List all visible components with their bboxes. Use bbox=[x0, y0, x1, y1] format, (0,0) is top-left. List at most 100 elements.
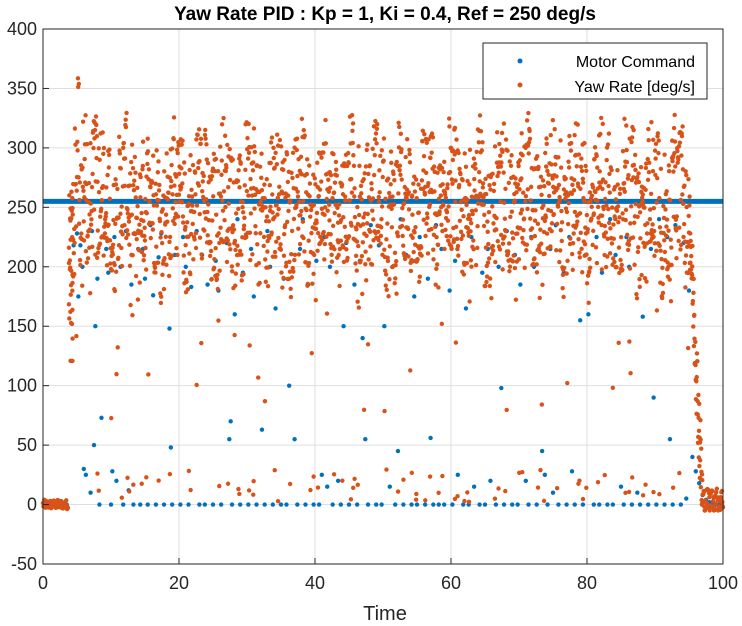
yaw-rate-point bbox=[77, 197, 82, 203]
yaw-rate-point bbox=[288, 198, 293, 203]
yaw-rate-point bbox=[489, 251, 495, 257]
yaw-rate-point bbox=[550, 117, 556, 123]
motor-command-point bbox=[108, 502, 114, 507]
yaw-rate-point bbox=[677, 225, 682, 230]
yaw-rate-point bbox=[679, 133, 685, 139]
yaw-rate-point bbox=[454, 236, 460, 242]
yaw-rate-point bbox=[661, 203, 666, 209]
yaw-rate-point bbox=[483, 191, 489, 197]
yaw-rate-point bbox=[637, 284, 642, 290]
yaw-rate-point bbox=[687, 203, 692, 208]
yaw-rate-point bbox=[618, 257, 623, 263]
legend-label-motor-command: Motor Command bbox=[576, 54, 695, 71]
yaw-rate-point bbox=[457, 182, 462, 188]
motor-command-point bbox=[556, 502, 561, 507]
motor-command-point bbox=[610, 502, 616, 507]
yaw-rate-point bbox=[584, 168, 589, 174]
yaw-rate-point bbox=[352, 186, 357, 191]
yaw-rate-point bbox=[537, 295, 542, 301]
motor-command-point bbox=[613, 252, 618, 258]
motor-command-point bbox=[76, 294, 81, 299]
yaw-rate-point bbox=[402, 256, 408, 262]
yaw-rate-point bbox=[389, 225, 395, 230]
yaw-rate-point bbox=[370, 196, 376, 201]
yaw-rate-point bbox=[158, 300, 164, 306]
yaw-rate-point bbox=[610, 385, 616, 391]
yaw-rate-point bbox=[141, 218, 146, 224]
yaw-rate-point bbox=[351, 163, 357, 169]
yaw-rate-point bbox=[388, 182, 393, 187]
yaw-rate-point bbox=[444, 234, 449, 239]
yaw-rate-point bbox=[670, 159, 675, 164]
yaw-rate-point bbox=[408, 368, 413, 373]
yaw-rate-point bbox=[468, 220, 474, 226]
yaw-rate-point bbox=[143, 267, 149, 272]
yaw-rate-point bbox=[265, 283, 271, 289]
yaw-rate-point bbox=[113, 221, 118, 227]
yaw-rate-point bbox=[69, 206, 75, 211]
yaw-rate-point bbox=[277, 184, 282, 189]
yaw-rate-point bbox=[287, 481, 293, 487]
yaw-rate-point bbox=[580, 180, 586, 185]
yaw-rate-point bbox=[546, 181, 552, 186]
yaw-rate-point bbox=[120, 232, 125, 237]
yaw-rate-point bbox=[252, 206, 257, 211]
yaw-rate-point bbox=[533, 208, 538, 213]
yaw-rate-point bbox=[385, 255, 390, 260]
yaw-rate-point bbox=[80, 184, 86, 189]
yaw-rate-point bbox=[672, 139, 678, 144]
yaw-rate-point bbox=[215, 168, 221, 174]
yaw-rate-point bbox=[629, 135, 635, 140]
yaw-rate-point bbox=[680, 124, 685, 129]
yaw-rate-point bbox=[172, 183, 177, 188]
yaw-rate-point bbox=[199, 340, 204, 346]
yaw-rate-point bbox=[679, 153, 684, 158]
yaw-rate-point bbox=[646, 126, 651, 132]
yaw-rate-point bbox=[266, 265, 271, 270]
yaw-rate-point bbox=[174, 246, 179, 251]
yaw-rate-point bbox=[584, 281, 590, 286]
yaw-rate-point bbox=[235, 178, 241, 184]
yaw-rate-point bbox=[548, 208, 554, 214]
yaw-rate-point bbox=[456, 253, 461, 258]
yaw-rate-point bbox=[642, 205, 647, 210]
yaw-rate-point bbox=[637, 210, 643, 215]
yaw-rate-point bbox=[388, 149, 394, 154]
yaw-rate-point bbox=[219, 158, 224, 163]
yaw-rate-point bbox=[185, 287, 191, 292]
yaw-rate-point bbox=[262, 195, 267, 201]
yaw-rate-point bbox=[662, 152, 667, 157]
yaw-rate-point bbox=[470, 211, 475, 217]
yaw-rate-point bbox=[257, 164, 263, 169]
yaw-rate-point bbox=[80, 119, 86, 124]
yaw-rate-point bbox=[475, 224, 480, 229]
yaw-rate-point bbox=[541, 203, 546, 208]
motor-command-point bbox=[278, 502, 284, 507]
motor-command-point bbox=[526, 502, 531, 507]
yaw-rate-point bbox=[502, 216, 508, 221]
yaw-rate-point bbox=[306, 260, 312, 266]
yaw-rate-point bbox=[384, 287, 389, 293]
yaw-rate-point bbox=[196, 183, 202, 188]
yaw-rate-point bbox=[617, 191, 623, 196]
yaw-rate-point bbox=[666, 168, 672, 174]
yaw-rate-point bbox=[516, 257, 522, 262]
yaw-rate-point bbox=[345, 150, 351, 156]
yaw-rate-point bbox=[438, 193, 444, 198]
yaw-rate-point bbox=[115, 186, 120, 192]
motor-command-point bbox=[110, 469, 115, 474]
motor-command-point bbox=[106, 270, 111, 275]
yaw-rate-point bbox=[232, 332, 237, 338]
yaw-rate-point bbox=[624, 147, 629, 153]
yaw-rate-point bbox=[364, 221, 370, 226]
yaw-rate-point bbox=[251, 126, 257, 131]
yaw-rate-point bbox=[98, 214, 103, 219]
yaw-rate-point bbox=[660, 265, 665, 271]
motor-command-point bbox=[656, 217, 662, 222]
yaw-rate-point bbox=[503, 488, 508, 494]
yaw-rate-point bbox=[526, 140, 532, 145]
motor-command-point bbox=[142, 276, 148, 281]
series-motor-command bbox=[43, 198, 723, 507]
yaw-rate-point bbox=[338, 238, 344, 243]
